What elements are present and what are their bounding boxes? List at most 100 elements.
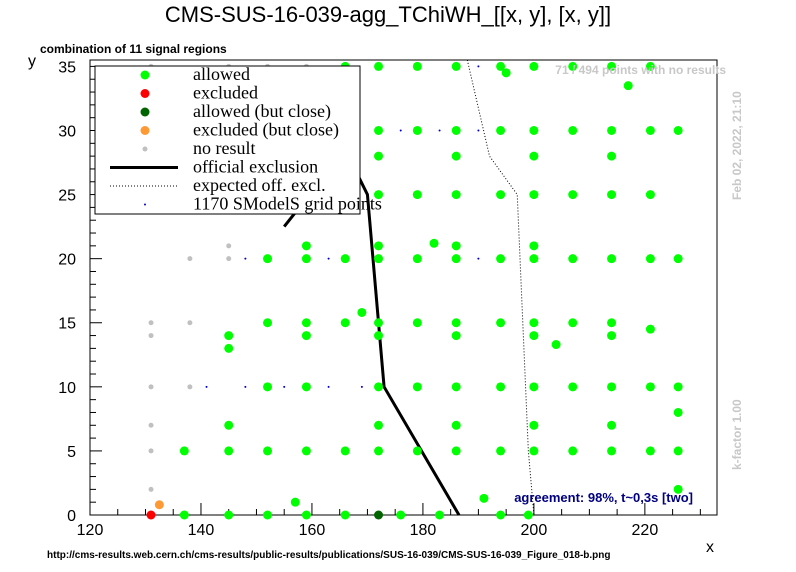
legend-no-result-label: no result: [193, 138, 256, 158]
point-allowed: [568, 125, 578, 135]
y-tick-label-6: 30: [58, 123, 76, 140]
point-allowed: [496, 254, 506, 264]
y-tick-label-0: 0: [67, 508, 76, 525]
legend-excluded-close-swatch: [140, 126, 150, 135]
point-allowed: [496, 318, 506, 328]
y-tick-label-5: 25: [58, 188, 76, 205]
legend-excluded-close-label: excluded (but close): [193, 120, 339, 141]
point-allowed: [451, 125, 461, 135]
point-allowed: [374, 151, 384, 161]
legend-official-label: official exclusion: [193, 157, 318, 177]
grid-point: [283, 385, 286, 388]
point-allowed: [529, 61, 539, 71]
point-allowed: [496, 446, 506, 456]
point-allowed: [529, 382, 539, 392]
point-allowed: [496, 61, 506, 71]
point-allowed: [374, 254, 384, 264]
timestamp-label: Feb 02, 2022, 21:10: [730, 91, 744, 200]
point-allowed: [529, 318, 539, 328]
point-no-result: [187, 320, 193, 326]
point-allowed: [451, 331, 461, 341]
point-allowed: [301, 382, 311, 392]
point-allowed: [301, 318, 311, 328]
point-no-result: [226, 256, 232, 262]
point-allowed: [607, 382, 617, 392]
legend-allowed-swatch: [140, 70, 150, 80]
point-allowed: [645, 254, 655, 264]
point-allowed: [224, 510, 234, 520]
point-allowed: [529, 446, 539, 456]
point-allowed: [673, 254, 683, 264]
point-allowed: [374, 382, 384, 392]
point-allowed: [357, 307, 367, 317]
point-allowed: [645, 446, 655, 456]
point-allowed: [412, 446, 422, 456]
point-allowed: [623, 81, 633, 91]
point-allowed: [374, 446, 384, 456]
grid-point: [438, 129, 441, 132]
point-allowed: [529, 420, 539, 430]
point-allowed: [673, 125, 683, 135]
point-allowed: [301, 510, 311, 520]
y-tick-label-3: 15: [58, 316, 76, 333]
point-allowed: [412, 254, 422, 264]
chart-subtitle: combination of 11 signal regions: [40, 42, 227, 56]
point-allowed: [568, 446, 578, 456]
point-allowed: [451, 151, 461, 161]
x-tick-label-5: 220: [632, 522, 659, 539]
point-allowed: [529, 241, 539, 251]
point-allowed: [263, 318, 273, 328]
point-allowed: [496, 382, 506, 392]
point-no-result: [148, 333, 154, 339]
point-allowed: [301, 446, 311, 456]
point-excluded-close: [154, 500, 164, 510]
legend-excluded-label: excluded: [193, 83, 258, 103]
y-tick-label-1: 5: [67, 444, 76, 461]
point-allowed: [179, 510, 189, 520]
point-no-result: [148, 384, 154, 390]
point-allowed: [673, 382, 683, 392]
legend-allowed-label: allowed: [193, 64, 250, 84]
agreement-label: agreement: 98%, t~0,3s [two]: [514, 490, 693, 505]
point-allowed: [607, 190, 617, 200]
axis-ticks: 120 140 160 180 200 220 0 5 10 15 20 25 30 35: [58, 59, 701, 539]
point-allowed: [224, 420, 234, 430]
point-excluded: [146, 510, 156, 520]
point-allowed: [501, 68, 511, 78]
point-allowed: [568, 190, 578, 200]
point-allowed: [374, 331, 384, 341]
point-allowed: [568, 254, 578, 264]
point-allowed: [496, 125, 506, 135]
point-allowed: [435, 510, 445, 520]
source-url: http://cms-results.web.cern.ch/cms-resul…: [47, 550, 610, 561]
point-allowed: [301, 241, 311, 251]
point-allowed: [290, 497, 300, 507]
point-allowed: [396, 510, 406, 520]
point-allowed: [263, 446, 273, 456]
legend-expected-label: expected off. excl.: [193, 175, 326, 195]
point-allowed: [607, 254, 617, 264]
expected-exclusion-line: [466, 59, 535, 516]
point-allowed: [263, 510, 273, 520]
point-allowed: [412, 318, 422, 328]
point-allowed: [224, 446, 234, 456]
point-allowed: [523, 510, 533, 520]
point-allowed: [529, 331, 539, 341]
point-allowed: [340, 446, 350, 456]
point-no-result: [148, 422, 154, 428]
point-allowed: [529, 190, 539, 200]
x-tick-label-4: 200: [521, 522, 548, 539]
legend-excluded-swatch: [140, 89, 150, 98]
point-allowed: [429, 238, 439, 248]
point-allowed: [224, 331, 234, 341]
y-tick-label-4: 20: [58, 252, 76, 269]
point-allowed: [607, 420, 617, 430]
point-allowed: [551, 340, 561, 350]
data-points-layer: [146, 61, 683, 520]
point-no-result: [148, 448, 154, 454]
point-allowed: [451, 190, 461, 200]
point-allowed: [374, 190, 384, 200]
point-allowed: [673, 446, 683, 456]
point-allowed: [529, 125, 539, 135]
x-tick-label-1: 140: [188, 522, 215, 539]
